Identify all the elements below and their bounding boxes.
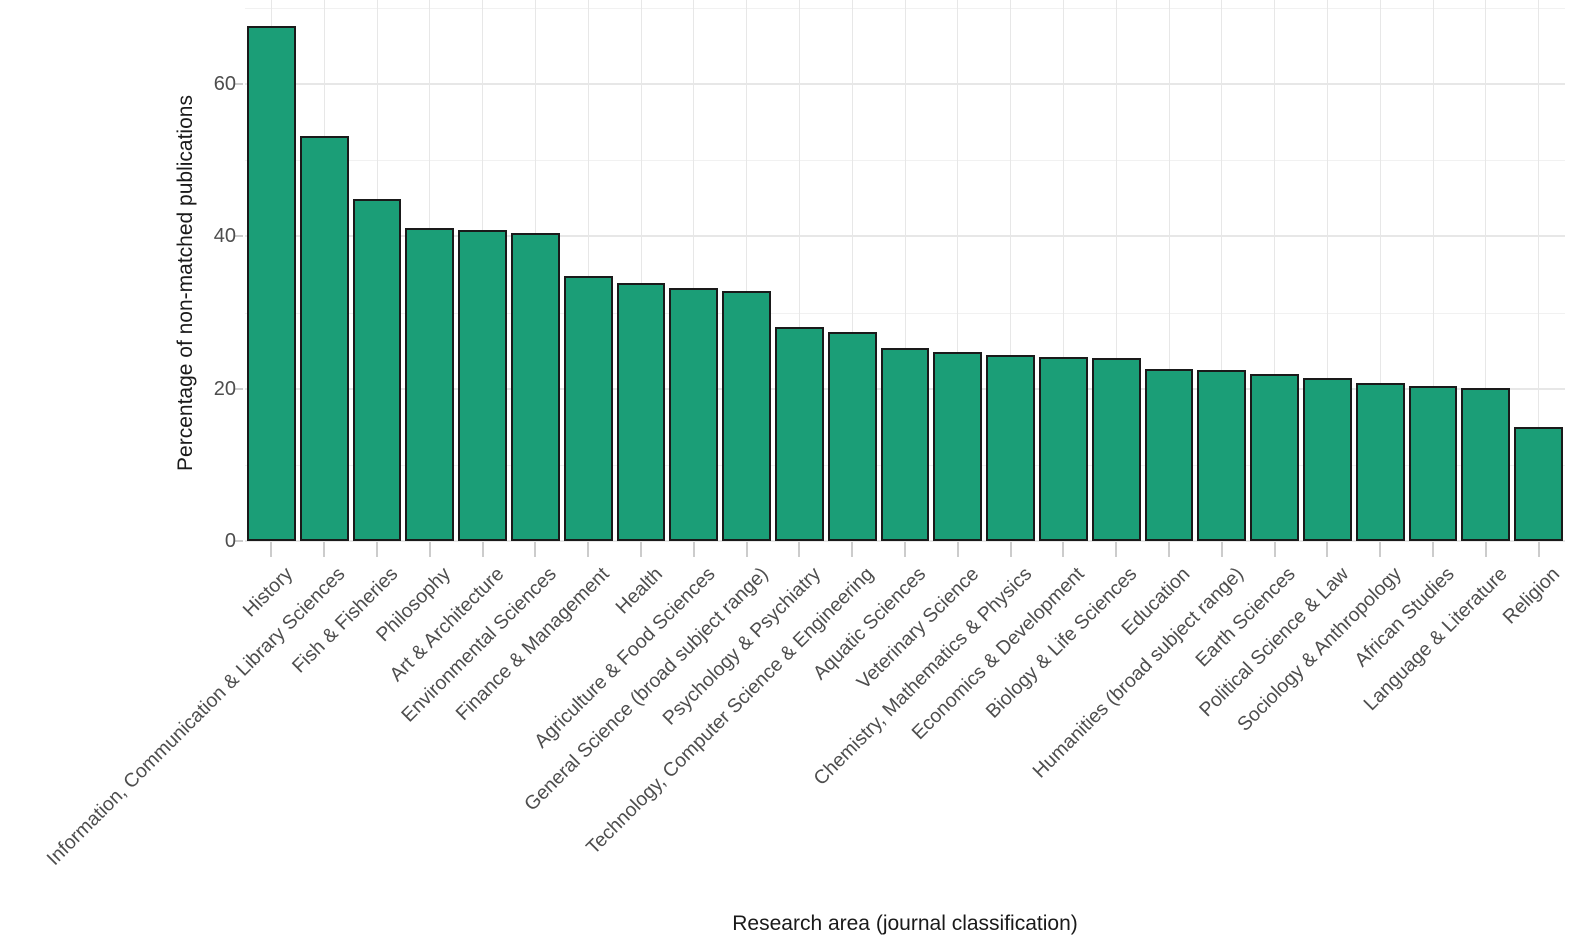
bar — [563, 275, 613, 541]
x-axis-tick-mark — [1062, 542, 1065, 557]
gridline-vertical-major — [1274, 0, 1276, 541]
bar — [880, 348, 930, 541]
gridline-vertical-major — [1485, 0, 1487, 541]
gridline-vertical-major — [1432, 0, 1434, 541]
gridline-vertical-major — [1326, 0, 1328, 541]
bar — [1144, 368, 1194, 541]
bar — [511, 233, 560, 541]
x-axis-tick-mark — [587, 542, 590, 557]
gridline-vertical-major — [640, 0, 642, 541]
gridline-vertical-major — [957, 0, 959, 541]
x-axis-tick-mark — [1432, 542, 1434, 557]
bar — [1197, 370, 1247, 541]
y-axis-tick-mark — [234, 83, 243, 85]
gridline-vertical-major — [1379, 0, 1381, 541]
x-axis-tick-mark — [534, 542, 537, 557]
x-axis-tick-mark — [1009, 542, 1012, 557]
y-axis-tick-mark — [234, 235, 243, 238]
bar — [986, 355, 1035, 541]
x-axis-tick-mark — [1220, 542, 1223, 557]
y-tick-label: 0 — [224, 530, 236, 552]
x-axis-tick-mark — [798, 542, 801, 557]
gridline-vertical-major — [1115, 0, 1117, 541]
x-tick-label: Information, Communication & Library Sci… — [42, 563, 350, 870]
x-axis-tick-mark — [376, 542, 378, 557]
bar — [775, 326, 824, 541]
bar — [1461, 387, 1511, 541]
x-axis-tick-mark — [956, 542, 959, 557]
bar — [722, 291, 771, 541]
x-axis-tick-mark — [1115, 542, 1118, 557]
x-axis-tick-mark — [851, 542, 854, 557]
gridline-vertical-major — [851, 0, 853, 541]
x-axis-tick-mark — [1484, 542, 1487, 557]
bar — [669, 288, 719, 541]
x-axis-tick-mark — [270, 542, 273, 557]
gridline-vertical-major — [1538, 0, 1540, 541]
x-axis-tick-mark — [428, 542, 431, 557]
x-axis-tick-mark — [1168, 542, 1170, 557]
x-axis-tick-mark — [1537, 542, 1540, 557]
bar — [458, 230, 507, 541]
x-axis-title: Research area (journal classification) — [732, 912, 1078, 935]
gridline-vertical-major — [1010, 0, 1012, 541]
bar — [616, 282, 666, 541]
bar — [1091, 358, 1141, 541]
bar — [1250, 374, 1299, 541]
y-axis-tick-mark — [234, 540, 243, 542]
bar — [352, 199, 402, 541]
bar — [1039, 357, 1088, 541]
gridline-vertical-major — [1221, 0, 1223, 541]
y-axis-title: Percentage of non-matched publications — [174, 95, 197, 471]
bar — [1408, 385, 1458, 541]
bar — [1355, 383, 1405, 541]
y-tick-label: 20 — [213, 377, 236, 400]
gridline-vertical-major — [1168, 0, 1170, 541]
gridline-vertical-major — [746, 0, 748, 541]
x-axis-tick-mark — [481, 542, 484, 557]
gridline-vertical-major — [1062, 0, 1064, 541]
x-tick-label: Religion — [1498, 563, 1565, 629]
y-tick-label: 60 — [213, 73, 236, 95]
bar — [247, 26, 296, 541]
x-axis-tick-mark — [640, 542, 642, 557]
gridline-vertical-major — [693, 0, 695, 541]
x-axis-tick-mark — [1379, 542, 1382, 557]
x-axis-tick-mark — [904, 542, 906, 557]
gridline-horizontal-major — [245, 540, 1565, 542]
x-axis-tick-mark — [1273, 542, 1276, 557]
x-axis-tick-mark — [745, 542, 748, 557]
gridline-vertical-major — [904, 0, 906, 541]
gridline-vertical-major — [587, 0, 589, 541]
y-tick-label: 40 — [213, 225, 236, 248]
bar — [405, 227, 455, 541]
bar — [827, 332, 877, 541]
gridline-vertical-major — [798, 0, 800, 541]
y-axis-tick-mark — [234, 387, 243, 390]
x-axis-tick-mark — [1326, 542, 1329, 557]
x-axis-tick-mark — [692, 542, 695, 557]
bar — [299, 135, 349, 541]
bar — [1303, 378, 1352, 541]
bar — [933, 352, 983, 541]
x-axis-tick-mark — [323, 542, 326, 557]
bar — [1514, 426, 1563, 541]
